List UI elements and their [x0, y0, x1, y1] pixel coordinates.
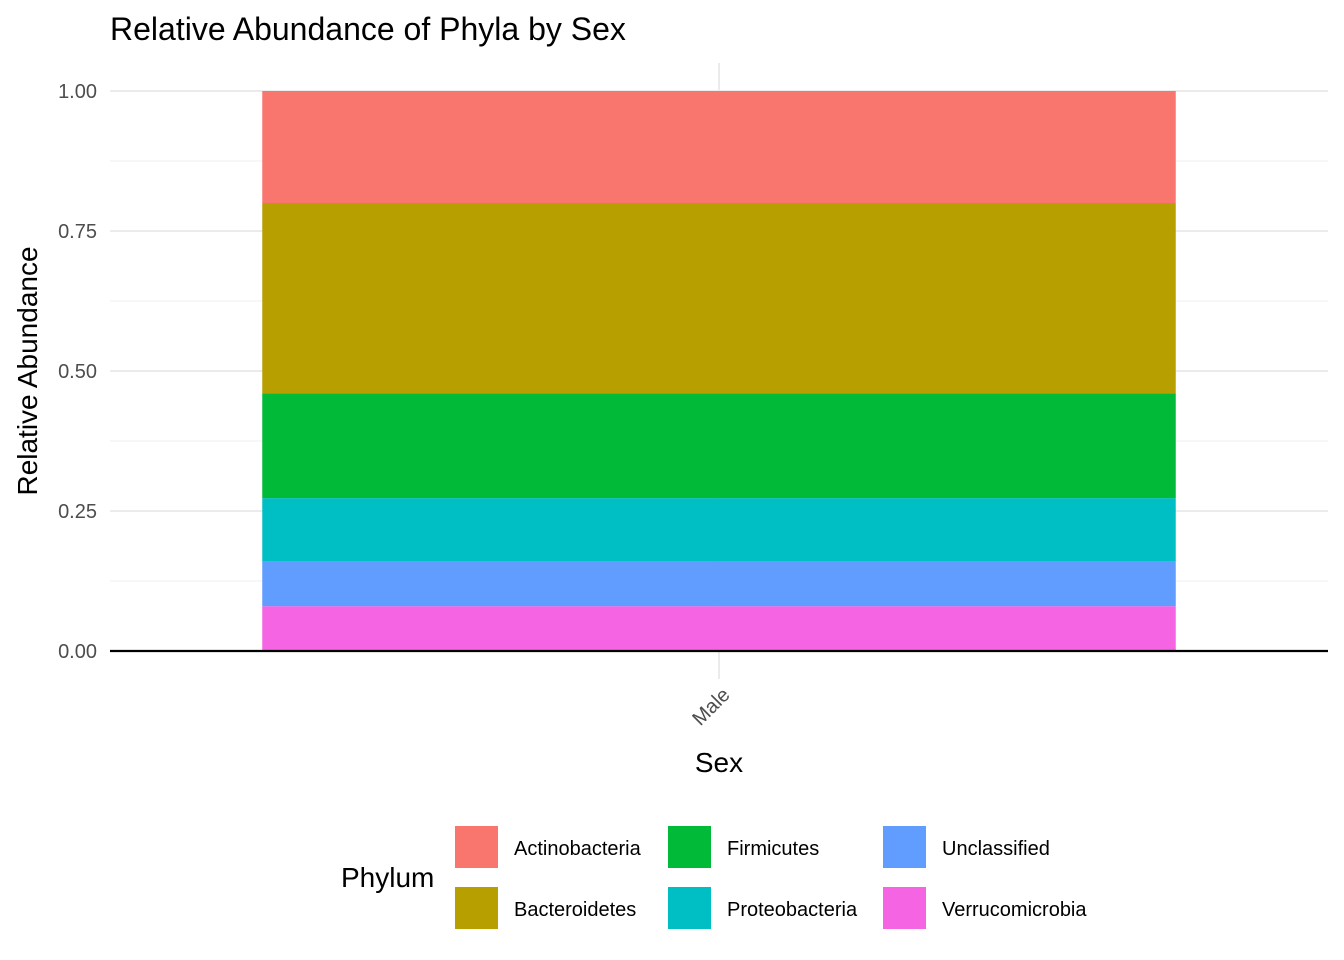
legend-label-bacteroidetes: Bacteroidetes [514, 899, 636, 921]
bar-segment-unclassified [262, 561, 1176, 607]
y-tick-label: 0.75 [58, 221, 97, 243]
bar-segment-actinobacteria [262, 91, 1176, 203]
legend-swatch-bacteroidetes [455, 887, 498, 929]
legend-label-unclassified: Unclassified [942, 838, 1050, 860]
legend-title: Phylum [341, 862, 434, 893]
y-tick-label: 0.00 [58, 641, 97, 663]
bar-stack [262, 91, 1176, 651]
x-tick-label: Male [688, 684, 734, 730]
legend-label-proteobacteria: Proteobacteria [727, 899, 858, 921]
y-tick-label: 1.00 [58, 81, 97, 103]
y-axis-title: Relative Abundance [12, 246, 43, 495]
y-tick-label: 0.25 [58, 501, 97, 523]
legend-swatch-proteobacteria [668, 887, 711, 929]
y-tick-label: 0.50 [58, 361, 97, 383]
chart-title: Relative Abundance of Phyla by Sex [110, 11, 626, 47]
bar-segment-proteobacteria [262, 498, 1176, 562]
legend-swatch-actinobacteria [455, 826, 498, 868]
legend: Phylum Actinobacteria Bacteroidetes Firmic… [341, 826, 1087, 929]
bar-segment-bacteroidetes [262, 203, 1176, 394]
x-axis-ticks: Male [688, 684, 734, 730]
y-axis-ticks: 0.00 0.25 0.50 0.75 1.00 [58, 81, 97, 663]
bar-segment-firmicutes [262, 393, 1176, 499]
x-axis-title: Sex [695, 747, 743, 778]
legend-label-verrucomicrobia: Verrucomicrobia [942, 899, 1087, 921]
legend-label-actinobacteria: Actinobacteria [514, 838, 642, 860]
legend-swatch-unclassified [883, 826, 926, 868]
legend-swatch-verrucomicrobia [883, 887, 926, 929]
bar-segment-verrucomicrobia [262, 606, 1176, 651]
legend-swatch-firmicutes [668, 826, 711, 868]
legend-label-firmicutes: Firmicutes [727, 838, 819, 860]
